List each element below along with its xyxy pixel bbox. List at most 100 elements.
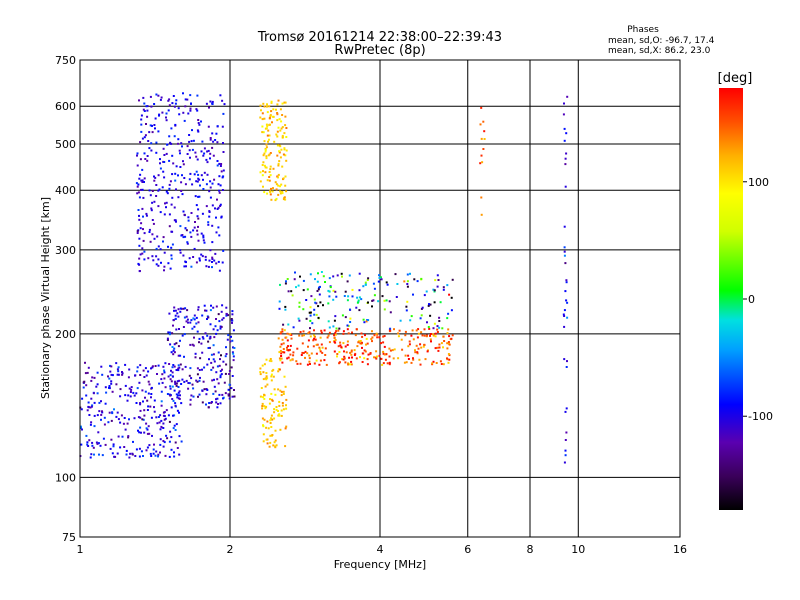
data-point	[315, 302, 318, 305]
data-point	[437, 349, 440, 352]
data-point	[282, 323, 285, 326]
data-point	[259, 373, 262, 376]
data-point	[427, 304, 430, 307]
data-point	[149, 124, 152, 127]
data-point	[172, 353, 175, 356]
data-point	[281, 351, 284, 353]
data-point	[166, 437, 169, 440]
data-point	[136, 366, 139, 369]
data-point	[136, 192, 139, 195]
data-point	[197, 306, 200, 309]
data-point	[111, 390, 114, 393]
data-point	[365, 343, 367, 346]
data-point	[170, 246, 173, 249]
data-point	[171, 375, 174, 378]
data-point	[122, 422, 125, 425]
data-point	[116, 373, 119, 376]
data-point	[447, 341, 450, 343]
data-point	[308, 311, 311, 314]
data-point	[389, 327, 392, 330]
data-point	[347, 363, 350, 366]
data-point	[213, 259, 216, 262]
data-point	[285, 404, 287, 407]
data-point	[276, 113, 279, 116]
data-point	[209, 337, 212, 339]
data-point	[174, 179, 177, 182]
data-point	[328, 277, 331, 280]
data-point	[349, 321, 352, 323]
data-point	[314, 335, 316, 338]
data-point	[268, 359, 271, 362]
data-point	[164, 454, 167, 457]
data-point	[189, 403, 192, 406]
data-point	[145, 214, 148, 217]
data-point	[153, 399, 156, 402]
data-point	[93, 376, 96, 379]
data-point	[332, 298, 335, 301]
data-point	[140, 130, 143, 133]
data-point	[347, 362, 350, 365]
data-point	[351, 356, 353, 359]
data-point	[308, 360, 311, 363]
data-point	[151, 190, 154, 192]
data-point	[201, 336, 204, 339]
data-point	[147, 380, 150, 383]
data-point	[350, 360, 353, 363]
data-point	[263, 140, 266, 143]
data-point	[354, 352, 357, 355]
data-point	[429, 314, 432, 317]
data-point	[375, 350, 378, 353]
data-point	[265, 143, 268, 146]
data-point	[142, 96, 145, 99]
data-point	[319, 350, 322, 353]
data-point	[334, 331, 337, 334]
data-point	[211, 256, 214, 259]
data-point	[163, 251, 166, 254]
data-point	[129, 391, 132, 393]
data-point	[171, 366, 174, 369]
data-point	[143, 258, 146, 261]
data-point	[148, 147, 151, 150]
data-point	[132, 391, 135, 394]
data-point	[314, 338, 317, 341]
data-point	[271, 369, 274, 372]
data-point	[130, 386, 133, 389]
data-point	[159, 211, 162, 214]
data-point	[173, 455, 176, 458]
data-point	[138, 196, 141, 199]
data-point	[275, 408, 278, 411]
data-point	[284, 124, 287, 127]
data-point	[146, 446, 149, 449]
data-point	[162, 236, 165, 239]
data-point	[103, 416, 106, 419]
data-point	[154, 454, 157, 457]
data-point	[162, 427, 165, 429]
data-point	[185, 379, 188, 382]
data-point	[150, 386, 153, 389]
data-point	[433, 289, 436, 292]
data-point	[211, 204, 214, 207]
data-point	[169, 267, 172, 270]
data-point	[164, 362, 167, 365]
data-point	[93, 453, 95, 456]
data-point	[151, 434, 153, 437]
data-point	[160, 400, 163, 403]
data-point	[137, 183, 140, 186]
data-point	[98, 410, 101, 413]
data-point	[219, 402, 222, 405]
data-point	[273, 408, 276, 411]
data-point	[197, 217, 200, 220]
data-point	[269, 422, 272, 424]
data-point	[373, 356, 375, 359]
data-point	[101, 454, 104, 457]
data-point	[278, 404, 281, 407]
data-point	[405, 305, 408, 308]
data-point	[167, 99, 170, 102]
data-point	[284, 184, 287, 187]
data-point	[266, 111, 269, 114]
data-point	[351, 295, 354, 298]
data-point	[183, 265, 186, 268]
data-point	[141, 181, 144, 183]
data-point	[442, 346, 444, 349]
data-point	[97, 431, 100, 434]
